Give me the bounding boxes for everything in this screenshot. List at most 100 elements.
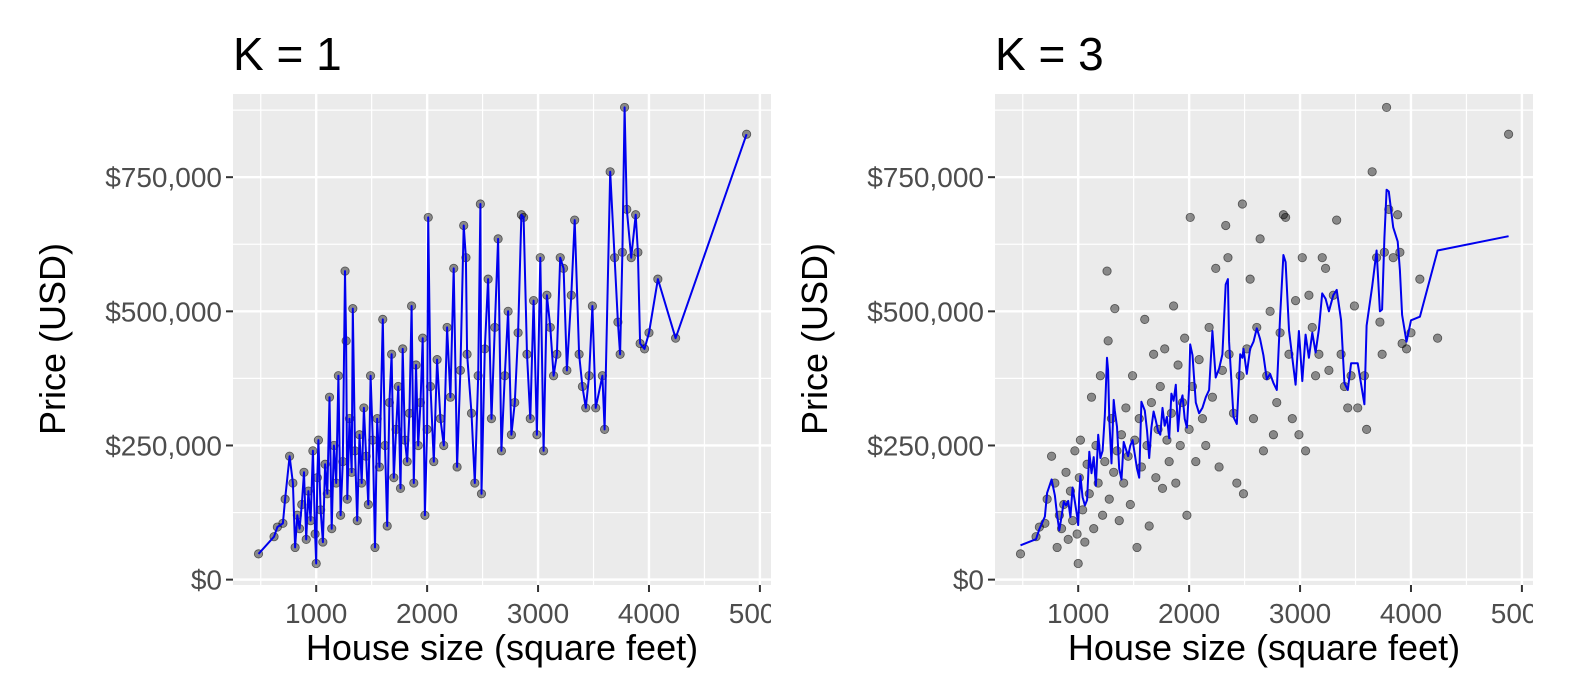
fit-line-path (257, 106, 748, 565)
data-point (1073, 558, 1083, 569)
x-tick-label: 4000 (1380, 598, 1442, 629)
data-point (1324, 365, 1334, 375)
data-point (1072, 529, 1082, 539)
x-axis-title: House size (square feet) (306, 627, 698, 668)
data-point (1310, 371, 1321, 381)
data-point (1185, 212, 1195, 223)
data-point (1171, 478, 1181, 488)
y-axis-title: Price (USD) (794, 243, 835, 435)
data-point (1258, 446, 1269, 456)
y-tick-label: $750,000 (867, 162, 984, 193)
data-point (1070, 446, 1080, 456)
data-point (1238, 489, 1249, 499)
data-point (1112, 446, 1122, 456)
data-point (1214, 462, 1224, 472)
data-point (1194, 355, 1204, 365)
data-point (1061, 467, 1071, 477)
data-point (1388, 253, 1398, 263)
data-point (1343, 403, 1353, 413)
data-point (1265, 306, 1275, 316)
data-point (1075, 435, 1086, 445)
data-point (1140, 314, 1150, 324)
data-point (1375, 317, 1385, 327)
data-point (1134, 414, 1144, 424)
data-point (1268, 430, 1279, 440)
data-point (1232, 478, 1242, 488)
data-point (1255, 234, 1265, 244)
data-point (1080, 537, 1090, 547)
fit-line-path (1020, 188, 1509, 547)
data-point (1180, 333, 1190, 343)
panel-title: K = 1 (233, 28, 342, 80)
data-point (1367, 167, 1377, 177)
data-point (1401, 344, 1412, 354)
data-point (1211, 263, 1221, 273)
data-point (1291, 295, 1301, 306)
x-axis-title: House size (square feet) (1068, 627, 1460, 668)
data-point (1149, 349, 1159, 359)
data-point (1207, 392, 1218, 402)
data-point (1103, 336, 1113, 346)
x-tick-label: 1000 (1047, 598, 1109, 629)
data-point (1332, 215, 1342, 225)
data-point (1110, 304, 1120, 314)
y-tick-label: $0 (191, 565, 222, 596)
data-point (1155, 381, 1165, 392)
data-point (1223, 253, 1233, 263)
data-point (1104, 494, 1114, 504)
x-axis-ticks: 1000 2000 3000 4000 5000 (285, 585, 791, 629)
data-point (1294, 430, 1304, 440)
x-tick-label: 3000 (507, 598, 569, 629)
data-point (1349, 301, 1360, 311)
y-axis-ticks: $0 $250,000 $500,000 $750,000 (105, 162, 233, 596)
data-point (1320, 263, 1331, 273)
x-tick-label: 3000 (1269, 598, 1331, 629)
knn-fit-line (1020, 188, 1509, 547)
y-tick-label: $500,000 (105, 296, 222, 327)
data-point (1157, 483, 1168, 494)
data-point (1307, 322, 1317, 333)
x-tick-label: 2000 (1158, 598, 1220, 629)
data-point (1015, 549, 1026, 559)
data-point (1046, 451, 1057, 461)
y-tick-label: $500,000 (867, 296, 984, 327)
data-point (1204, 322, 1214, 333)
data-point (1191, 456, 1201, 467)
data-point (1144, 521, 1154, 531)
data-point (1052, 542, 1062, 553)
data-point (1503, 129, 1514, 139)
data-point (1201, 440, 1211, 451)
y-tick-label: $250,000 (105, 430, 222, 461)
data-point (1098, 510, 1108, 520)
data-point (1237, 199, 1247, 209)
data-point (1297, 253, 1307, 263)
data-point (1168, 301, 1179, 311)
grid-lines (995, 94, 1533, 585)
data-point (1381, 102, 1392, 113)
data-points (1015, 102, 1514, 569)
data-point (1281, 212, 1291, 223)
data-point (1132, 542, 1142, 553)
data-point (1272, 397, 1282, 408)
y-tick-label: $0 (953, 565, 984, 596)
y-axis-ticks: $0 $250,000 $500,000 $750,000 (867, 162, 995, 596)
data-point (1063, 534, 1073, 544)
data-point (1353, 403, 1363, 413)
data-point (1160, 344, 1170, 354)
x-tick-label: 4000 (618, 598, 680, 629)
data-point (1095, 371, 1105, 381)
x-tick-label: 5000 (1491, 598, 1553, 629)
x-axis-ticks: 1000 2000 3000 4000 5000 (1047, 585, 1553, 629)
data-point (1362, 424, 1372, 434)
x-tick-label: 1000 (285, 598, 347, 629)
data-point (1314, 349, 1324, 359)
data-point (1175, 440, 1185, 451)
knn-fit-line (257, 106, 748, 565)
x-tick-label: 5000 (729, 598, 791, 629)
x-tick-label: 2000 (396, 598, 458, 629)
plot-background (233, 94, 771, 585)
data-point (1121, 403, 1131, 413)
data-point (1089, 524, 1099, 534)
data-point (1125, 499, 1135, 510)
data-point (1197, 414, 1208, 424)
